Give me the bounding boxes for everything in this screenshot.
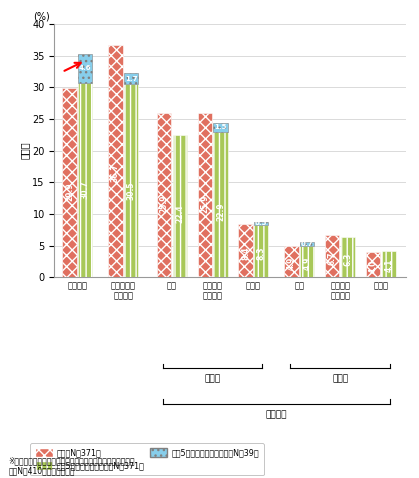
Text: 0.5: 0.5 [255, 220, 267, 226]
Y-axis label: 回答率: 回答率 [19, 142, 29, 159]
Text: 22.4: 22.4 [175, 204, 184, 223]
Text: 4.1: 4.1 [384, 259, 393, 272]
Bar [382, 251, 396, 277]
Text: 36.7: 36.7 [111, 163, 120, 182]
Text: 直接投資: 直接投資 [266, 410, 287, 419]
Text: 25.9: 25.9 [200, 194, 209, 213]
Bar [78, 83, 93, 277]
Bar [124, 73, 138, 84]
Bar [173, 135, 187, 277]
Legend: 現在（N＝371）, 今後5年（海外進出済）（N＝371）, 今後5年（今後進出予定）（N＝39）: 現在（N＝371）, 今後5年（海外進出済）（N＝371）, 今後5年（今後進出… [30, 444, 264, 475]
Bar [285, 246, 299, 277]
Bar [62, 88, 77, 277]
Text: 6.3: 6.3 [344, 252, 352, 266]
Text: 1.7: 1.7 [125, 76, 137, 82]
Bar [341, 238, 355, 277]
Bar [254, 221, 269, 225]
Text: 6.7: 6.7 [328, 251, 337, 265]
Bar [109, 45, 123, 277]
Text: 同業種: 同業種 [204, 375, 221, 384]
Text: (%): (%) [34, 11, 50, 22]
Text: 4.9: 4.9 [303, 257, 312, 270]
Text: 0.7: 0.7 [301, 241, 313, 247]
Text: 30.7: 30.7 [81, 180, 90, 199]
Text: 異業種: 異業種 [332, 375, 348, 384]
Text: 22.9: 22.9 [216, 203, 225, 221]
Text: 29.9: 29.9 [65, 183, 74, 201]
Text: 4.9: 4.9 [287, 257, 296, 270]
Bar [78, 54, 93, 83]
Bar [198, 113, 212, 277]
Bar [254, 225, 269, 277]
Text: 4.6: 4.6 [79, 65, 91, 71]
Bar [213, 123, 228, 132]
Bar [366, 252, 380, 277]
Bar [124, 84, 138, 277]
Text: 30.5: 30.5 [127, 181, 136, 199]
Bar [325, 235, 339, 277]
Bar [300, 242, 314, 246]
Text: 25.9: 25.9 [160, 194, 168, 213]
Text: 1.5: 1.5 [214, 124, 227, 130]
Text: 8.3: 8.3 [257, 247, 266, 261]
Bar [300, 246, 314, 277]
Text: 8.4: 8.4 [241, 247, 250, 260]
Bar [213, 132, 228, 277]
Text: 4.0: 4.0 [369, 259, 378, 272]
Bar [238, 224, 253, 277]
Bar [157, 113, 171, 277]
Text: ※グラフ中の割合は、海外進出済み又は今後進出予定の企業
　（N＝410）に対する割合: ※グラフ中の割合は、海外進出済み又は今後進出予定の企業 （N＝410）に対する割… [8, 456, 135, 476]
